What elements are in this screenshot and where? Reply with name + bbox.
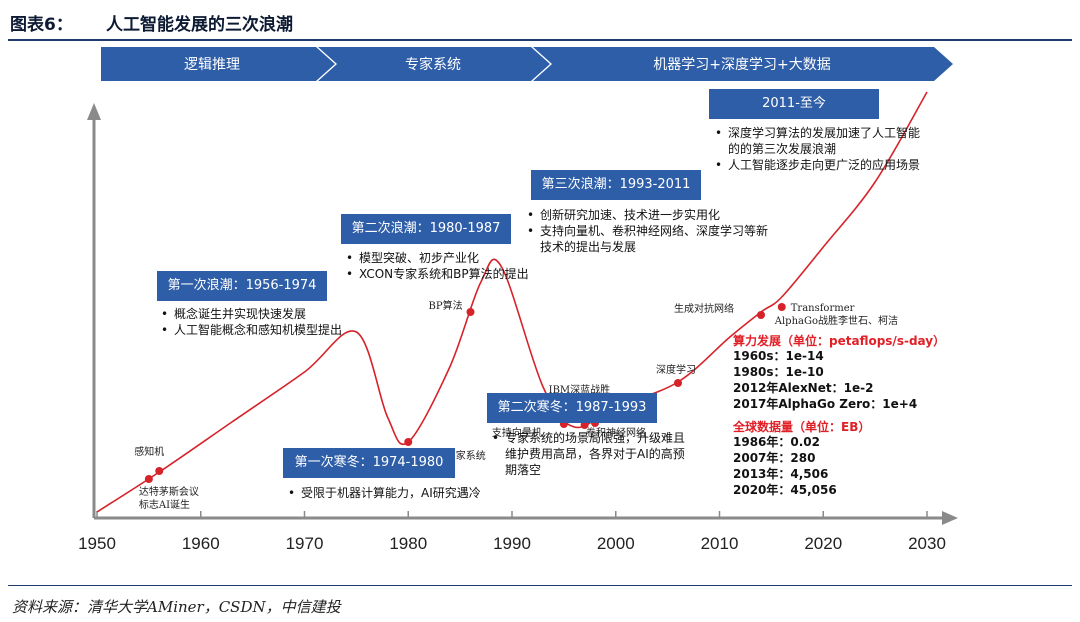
compute-title: 算力发展（单位：petaflops/s-day） [733, 334, 946, 348]
event-label: 深度学习 [656, 363, 696, 376]
phase-banner: 逻辑推理 专家系统 机器学习+深度学习+大数据 [101, 47, 953, 81]
x-tick-label: 1970 [286, 534, 324, 553]
y-axis-arrow [87, 103, 101, 120]
x-tick-label: 2010 [701, 534, 739, 553]
phase-label-2: 专家系统 [405, 56, 461, 73]
x-tick-label: 2030 [908, 534, 946, 553]
compute-item-3: 2012年AlexNet：1e-2 [733, 381, 874, 395]
datasize-item-4: 2020年：45,056 [733, 483, 837, 497]
wave2-title-box: 第二次浪潮：1980-1987 [341, 214, 511, 244]
event-marker [777, 303, 786, 311]
figure-label: 图表6： [10, 15, 73, 35]
x-axis-arrow [942, 511, 958, 525]
winter2-title-box: 第二次寒冬：1987-1993 [487, 393, 657, 423]
x-tick-label: 2020 [804, 534, 842, 553]
figure-title-text: 人工智能发展的三次浪潮 [106, 15, 293, 35]
event-label: Transformer [791, 303, 855, 314]
winter2-bullet-1: 专家系统的场景局限强，升级难且维护费用高昂，各界对于AI的高预期落空 [491, 430, 691, 478]
x-tick-label: 1990 [493, 534, 531, 553]
wave3-bullet-2: 支持向量机、卷积神经网络、深度学习等新技术的提出与发展 [526, 223, 776, 255]
x-tick-label: 1980 [389, 534, 427, 553]
wave3-title-box: 第三次浪潮：1993-2011 [531, 170, 701, 200]
phase-arrow-2 [318, 47, 550, 81]
now-title-box: 2011-至今 [709, 89, 879, 119]
figure-title: 图表6： 人工智能发展的三次浪潮 [10, 10, 293, 35]
now-bullets: 深度学习算法的发展加速了人工智能的的第三次发展浪潮 人工智能逐步走向更广泛的应用… [714, 125, 920, 173]
wave1-title-box: 第一次浪潮：1956-1974 [157, 271, 327, 301]
compute-item-4: 2017年AlphaGo Zero：1e+4 [733, 397, 918, 411]
winter2-bullets: 专家系统的场景局限强，升级难且维护费用高昂，各界对于AI的高预期落空 [491, 430, 691, 478]
datasize-title: 全球数据量（单位：EB） [733, 420, 871, 434]
event-marker [466, 308, 475, 316]
compute-list: 1960s：1e-14 1980s：1e-10 2012年AlexNet：1e-… [733, 348, 917, 412]
winter1-bullet-1: 受限于机器计算能力，AI研究遇冷 [287, 485, 527, 501]
x-ticks: 1950 1960 1970 1980 1990 2000 2010 2020 2030 [78, 511, 946, 553]
axes [87, 103, 958, 525]
event-marker [674, 379, 682, 387]
compute-item-2: 1980s：1e-10 [733, 365, 824, 379]
wave2-bullets: 模型突破、初步产业化 XCON专家系统和BP算法的提出 [345, 250, 575, 282]
event-marker [144, 475, 153, 483]
wave1-bullet-2: 人工智能概念和感知机模型提出 [160, 322, 390, 338]
event-label: 达特茅斯会议标志AI诞生 [139, 485, 199, 511]
x-tick-label: 1960 [182, 534, 220, 553]
event-marker [580, 421, 589, 429]
x-tick-label: 1950 [78, 534, 116, 553]
wave2-bullet-1: 模型突破、初步产业化 [345, 250, 575, 266]
now-bullet-1: 深度学习算法的发展加速了人工智能的的第三次发展浪潮 [714, 125, 920, 157]
now-bullet-2: 人工智能逐步走向更广泛的应用场景 [714, 157, 920, 173]
source-note: 资料来源：清华大学AMiner，CSDN，中信建投 [12, 598, 341, 616]
phase-label-3: 机器学习+深度学习+大数据 [653, 57, 830, 73]
phase-arrow-1 [101, 47, 335, 81]
datasize-item-3: 2013年：4,506 [733, 467, 829, 481]
datasize-item-1: 1986年：0.02 [733, 435, 821, 449]
trend-curve [96, 91, 928, 513]
title-divider [8, 39, 1072, 41]
wave3-bullets: 创新研究加速、技术进一步实用化 支持向量机、卷积神经网络、深度学习等新技术的提出… [526, 207, 776, 255]
phase-label-1: 逻辑推理 [184, 57, 240, 73]
winter1-bullets: 受限于机器计算能力，AI研究遇冷 [287, 485, 527, 501]
event-label: 感知机 [134, 445, 164, 458]
datasize-list: 1986年：0.02 2007年：280 2013年：4,506 2020年：4… [733, 434, 837, 498]
winter1-title-box: 第一次寒冬：1974-1980 [283, 448, 455, 478]
wave1-bullet-1: 概念诞生并实现快速发展 [160, 306, 390, 322]
phase-arrow-3 [533, 47, 953, 81]
footer-divider [8, 585, 1072, 586]
wave1-bullets: 概念诞生并实现快速发展 人工智能概念和感知机模型提出 [160, 306, 390, 338]
event-label: BP算法 [429, 299, 463, 312]
datasize-item-2: 2007年：280 [733, 451, 816, 465]
event-marker [155, 467, 164, 475]
compute-item-1: 1960s：1e-14 [733, 349, 824, 363]
x-tick-label: 2000 [597, 534, 635, 553]
event-label: 生成对抗网络 [674, 302, 734, 315]
wave3-bullet-1: 创新研究加速、技术进一步实用化 [526, 207, 776, 223]
event-marker [404, 438, 413, 446]
wave2-bullet-2: XCON专家系统和BP算法的提出 [345, 266, 575, 282]
event-marker [757, 311, 765, 319]
event-label: AlphaGo战胜李世石、柯洁 [774, 314, 898, 327]
